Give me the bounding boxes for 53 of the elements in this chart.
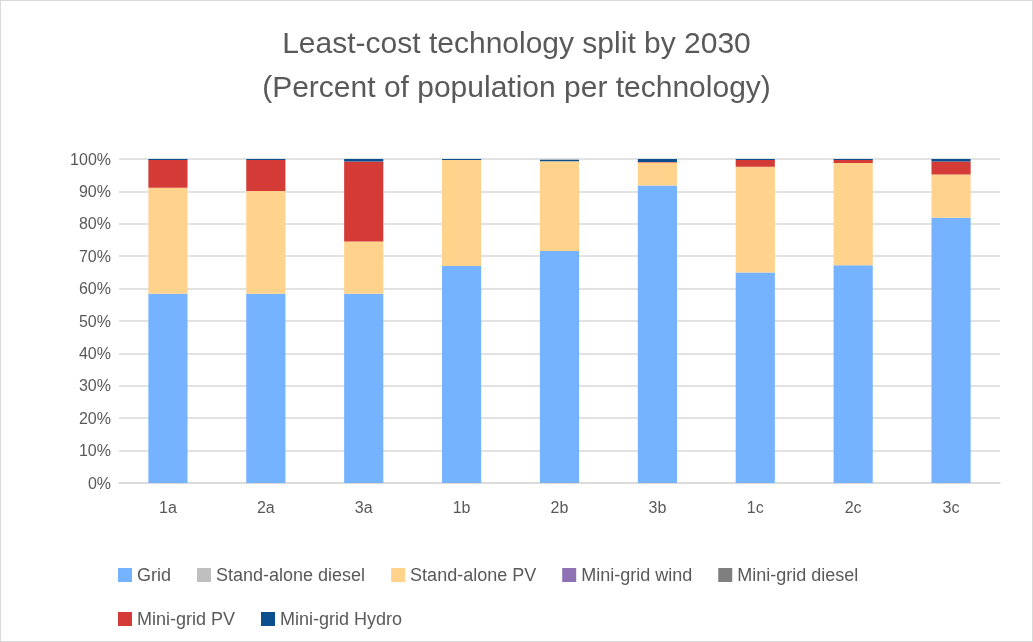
bar — [833, 265, 873, 483]
bar — [931, 217, 971, 483]
y-tick-label: 70% — [78, 247, 111, 265]
y-tick-label: 10% — [78, 442, 111, 460]
legend-label: Mini-grid wind — [581, 565, 693, 585]
bar — [833, 162, 873, 266]
bar — [442, 159, 482, 266]
bar — [735, 166, 775, 273]
y-tick-label: 30% — [78, 377, 111, 395]
legend-label: Mini-grid Hydro — [280, 609, 403, 629]
x-tick-label: 2c — [844, 498, 862, 516]
bar — [931, 161, 971, 175]
x-tick-label: 3c — [942, 498, 960, 516]
y-tick-label: 100% — [70, 150, 111, 168]
x-tick-label: 2a — [256, 498, 275, 516]
x-tick-label: 1a — [159, 498, 177, 516]
bar — [442, 265, 482, 483]
y-tick-label: 0% — [87, 474, 111, 492]
bar — [148, 159, 188, 188]
bar — [637, 162, 677, 186]
y-tick-label: 40% — [78, 344, 111, 362]
y-tick-label: 20% — [78, 409, 111, 427]
bar — [344, 161, 384, 242]
bar — [246, 293, 286, 483]
bar — [148, 187, 188, 294]
y-tick-label: 80% — [78, 215, 111, 233]
x-tick-label: 3a — [354, 498, 373, 516]
y-tick-label: 60% — [78, 280, 111, 298]
bar — [931, 159, 971, 162]
bar — [148, 293, 188, 483]
bar — [246, 159, 286, 192]
chart-title: Least-cost technology split by 2030 (Percent of population per technology) — [262, 25, 771, 103]
bar — [344, 293, 384, 483]
bar — [246, 191, 286, 294]
y-tick-label: 50% — [78, 312, 111, 330]
x-tick-label: 1b — [452, 498, 471, 516]
x-tick-label: 1c — [746, 498, 764, 516]
x-tick-label: 3b — [648, 498, 667, 516]
bar — [637, 185, 677, 483]
bar — [344, 241, 384, 294]
bar — [735, 159, 775, 167]
y-tick-label: 90% — [78, 182, 111, 200]
bar — [539, 161, 580, 252]
x-tick-label: 2b — [550, 498, 569, 516]
bar — [344, 159, 384, 162]
bar — [735, 272, 775, 483]
legend-label: Grid — [137, 565, 172, 585]
bar — [931, 174, 971, 218]
legend-label: Mini-grid diesel — [737, 565, 859, 585]
legend-label: Stand-alone diesel — [216, 565, 366, 585]
legend-label: Mini-grid PV — [137, 609, 236, 629]
bar — [539, 251, 580, 483]
legend-label: Stand-alone PV — [410, 565, 537, 585]
